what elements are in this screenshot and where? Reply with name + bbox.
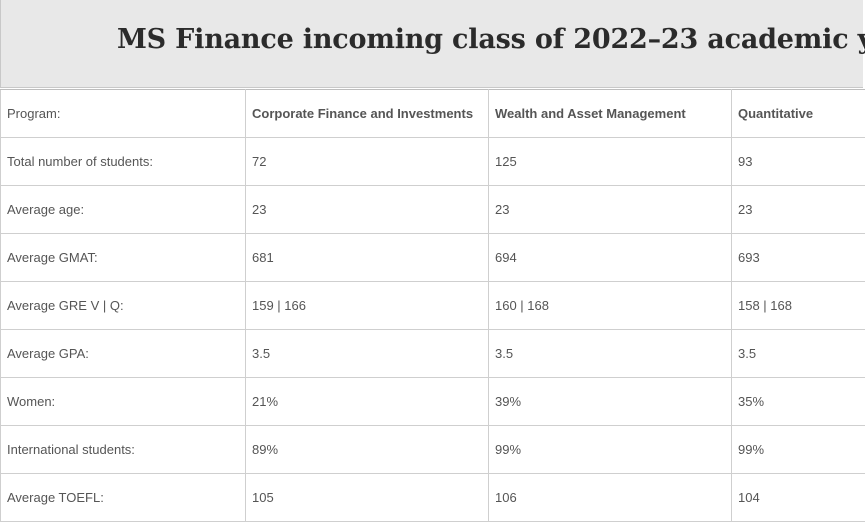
cell-value: 23: [731, 185, 865, 234]
cell-value: 158 | 168: [731, 281, 865, 330]
cell-value: 21%: [245, 377, 489, 426]
row-label: Average GRE V | Q:: [0, 281, 246, 330]
cell-value: 125: [488, 137, 732, 186]
row-label: Average GPA:: [0, 329, 246, 378]
row-label: Women:: [0, 377, 246, 426]
cell-value: 160 | 168: [488, 281, 732, 330]
cell-value: 3.5: [488, 329, 732, 378]
cell-value: 93: [731, 137, 865, 186]
row-label: Total number of students:: [0, 137, 246, 186]
table-row: Women: 21% 39% 35%: [0, 377, 865, 426]
cell-value: 104: [731, 473, 865, 522]
table-row: Average GMAT: 681 694 693: [0, 233, 865, 282]
cell-value: 89%: [245, 425, 489, 474]
table-row: Total number of students: 72 125 93: [0, 137, 865, 186]
row-label: Average age:: [0, 185, 246, 234]
cell-value: 681: [245, 233, 489, 282]
cell-value: 99%: [731, 425, 865, 474]
cell-value: 99%: [488, 425, 732, 474]
cell-value: 159 | 166: [245, 281, 489, 330]
cell-value: 3.5: [245, 329, 489, 378]
header-quantitative: Quantitative: [731, 89, 865, 138]
cell-value: 72: [245, 137, 489, 186]
cell-value: 106: [488, 473, 732, 522]
row-label: Average GMAT:: [0, 233, 246, 282]
row-label: International students:: [0, 425, 246, 474]
cell-value: 23: [488, 185, 732, 234]
title-bar: MS Finance incoming class of 2022–23 aca…: [0, 0, 865, 88]
cell-value: 23: [245, 185, 489, 234]
cell-value: 39%: [488, 377, 732, 426]
header-program-label: Program:: [0, 89, 246, 138]
header-corporate-finance: Corporate Finance and Investments: [245, 89, 489, 138]
cell-value: 3.5: [731, 329, 865, 378]
class-profile-table: Program: Corporate Finance and Investmen…: [0, 89, 865, 522]
table-row: International students: 89% 99% 99%: [0, 425, 865, 474]
table-row: Average GRE V | Q: 159 | 166 160 | 168 1…: [0, 281, 865, 330]
cell-value: 105: [245, 473, 489, 522]
table-header-row: Program: Corporate Finance and Investmen…: [0, 89, 865, 138]
cell-value: 693: [731, 233, 865, 282]
row-label: Average TOEFL:: [0, 473, 246, 522]
table-row: Average GPA: 3.5 3.5 3.5: [0, 329, 865, 378]
cell-value: 35%: [731, 377, 865, 426]
table-row: Average age: 23 23 23: [0, 185, 865, 234]
table-row: Average TOEFL: 105 106 104: [0, 473, 865, 522]
page-title: MS Finance incoming class of 2022–23 aca…: [117, 24, 865, 55]
header-wealth-asset-management: Wealth and Asset Management: [488, 89, 732, 138]
cell-value: 694: [488, 233, 732, 282]
